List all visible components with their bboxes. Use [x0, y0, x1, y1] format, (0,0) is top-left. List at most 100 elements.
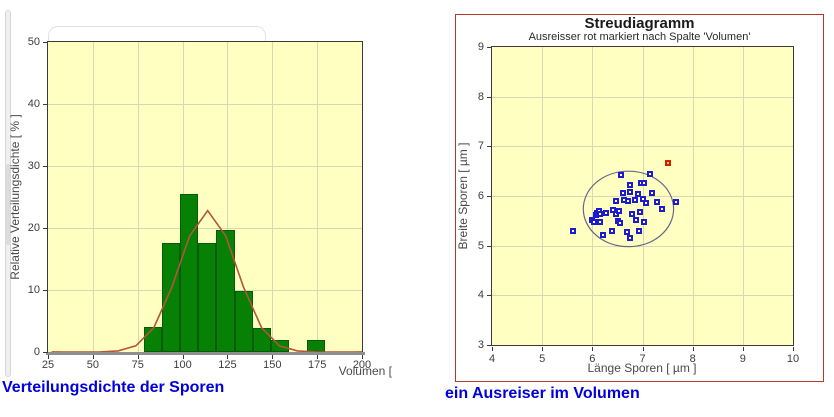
x-tick-mark	[227, 355, 229, 359]
y-tick-label: 30	[27, 160, 40, 172]
scatter-point	[648, 190, 655, 197]
x-tick-mark	[182, 355, 184, 359]
scatter-point	[620, 190, 627, 197]
x-tick-mark	[92, 355, 94, 359]
y-tick-label: 4	[477, 289, 484, 302]
histogram-y-axis-title: Relative Verteilungsdichte [ % ]	[8, 114, 22, 280]
gridline-horizontal	[48, 166, 362, 167]
scatter-point	[626, 188, 633, 195]
x-tick-mark	[137, 355, 139, 359]
scatter-title: Streudiagramm	[584, 15, 695, 32]
scatter-point	[641, 218, 647, 225]
scatter-point	[569, 227, 576, 234]
scatter-point	[647, 171, 654, 178]
x-tick-mark	[492, 347, 493, 351]
x-tick-mark	[592, 347, 594, 351]
x-tick-label: 100	[173, 359, 192, 371]
scatter-point	[600, 232, 607, 239]
x-tick-label: 200	[352, 359, 372, 371]
y-tick-mark	[487, 345, 492, 346]
x-tick-label: 8	[689, 353, 696, 365]
y-tick-mark	[487, 96, 492, 98]
scatter-point	[673, 199, 680, 206]
scatter-point	[637, 209, 644, 216]
y-tick-label: 50	[27, 36, 40, 48]
y-tick-mark	[487, 245, 492, 247]
scatter-point	[617, 220, 624, 227]
y-tick-label: 7	[477, 140, 484, 153]
histogram-bar	[252, 327, 271, 352]
y-tick-mark	[43, 290, 48, 291]
x-tick-mark	[642, 347, 644, 351]
gridline-horizontal	[48, 104, 362, 105]
scatter-point	[626, 235, 633, 242]
y-tick-mark	[43, 166, 48, 167]
histogram-bar	[143, 327, 163, 352]
scatter-point	[624, 228, 631, 235]
y-tick-mark	[487, 47, 492, 48]
x-tick-mark	[317, 355, 319, 359]
histogram-x-axis-title: Volumen [	[338, 364, 392, 378]
gridline-vertical	[272, 42, 274, 352]
scatter-point	[641, 179, 647, 186]
scatter-point	[596, 218, 603, 225]
x-tick-mark	[692, 347, 694, 351]
scatter-point	[616, 208, 623, 215]
y-tick-mark	[43, 352, 48, 353]
x-tick-mark	[742, 347, 744, 351]
y-tick-label: 5	[477, 239, 484, 252]
right-chart-caption: ein Ausreiser im Volumen	[445, 385, 640, 402]
x-tick-label: 6	[589, 353, 596, 365]
x-tick-label: 50	[86, 359, 99, 371]
gridline-vertical	[137, 42, 139, 352]
scatter-subtitle: Ausreisser rot markiert nach Spalte 'Vol…	[528, 31, 751, 43]
scatter-x-axis-title: Länge Sporen [ µm ]	[587, 361, 697, 375]
scatter-point	[635, 228, 642, 235]
gridline-horizontal	[492, 96, 793, 98]
histogram-bar	[162, 242, 181, 352]
histogram-bar	[270, 339, 289, 352]
x-tick-mark	[48, 355, 49, 359]
y-tick-label: 40	[27, 98, 40, 110]
y-tick-label: 8	[477, 90, 484, 103]
y-tick-mark	[487, 196, 492, 197]
x-tick-label: 10	[786, 353, 800, 365]
gridline-horizontal	[492, 245, 793, 247]
y-tick-label: 6	[477, 190, 484, 202]
x-tick-label: 7	[639, 353, 646, 365]
scatter-point	[658, 206, 665, 213]
scatter-point	[643, 199, 649, 206]
scatter-point	[624, 198, 631, 205]
y-tick-mark	[43, 104, 48, 105]
y-tick-mark	[43, 42, 48, 43]
gridline-vertical	[227, 42, 229, 352]
vertical-scrollbar[interactable]	[5, 10, 11, 377]
scrollbar-thumb[interactable]	[6, 164, 10, 245]
scatter-y-axis-title: Breite Sporen [ µm ]	[456, 142, 470, 250]
y-tick-label: 20	[27, 222, 40, 234]
scatter-point	[609, 227, 616, 234]
left-chart-caption: Verteilungsdichte der Sporen	[2, 379, 225, 396]
gridline-horizontal	[492, 295, 793, 297]
x-tick-label: 9	[739, 353, 746, 365]
histogram-x-axis-line	[46, 352, 365, 355]
scatter-point	[632, 196, 639, 203]
x-tick-label: 175	[307, 359, 327, 371]
histogram-bar	[234, 291, 253, 352]
histogram-plot-area	[47, 41, 363, 353]
gridline-horizontal	[492, 146, 793, 148]
gridline-horizontal	[48, 228, 362, 229]
x-tick-mark	[793, 347, 794, 351]
x-tick-mark	[362, 355, 363, 359]
x-tick-label: 4	[488, 353, 496, 365]
outlier-point	[665, 159, 672, 166]
x-tick-label: 125	[218, 359, 237, 371]
y-tick-label: 0	[33, 346, 40, 358]
scatter-point	[618, 172, 625, 179]
y-tick-mark	[487, 295, 492, 297]
scatter-point	[626, 182, 633, 189]
histogram-bar	[307, 339, 326, 352]
histogram-bar	[216, 230, 235, 352]
x-tick-mark	[272, 355, 274, 359]
